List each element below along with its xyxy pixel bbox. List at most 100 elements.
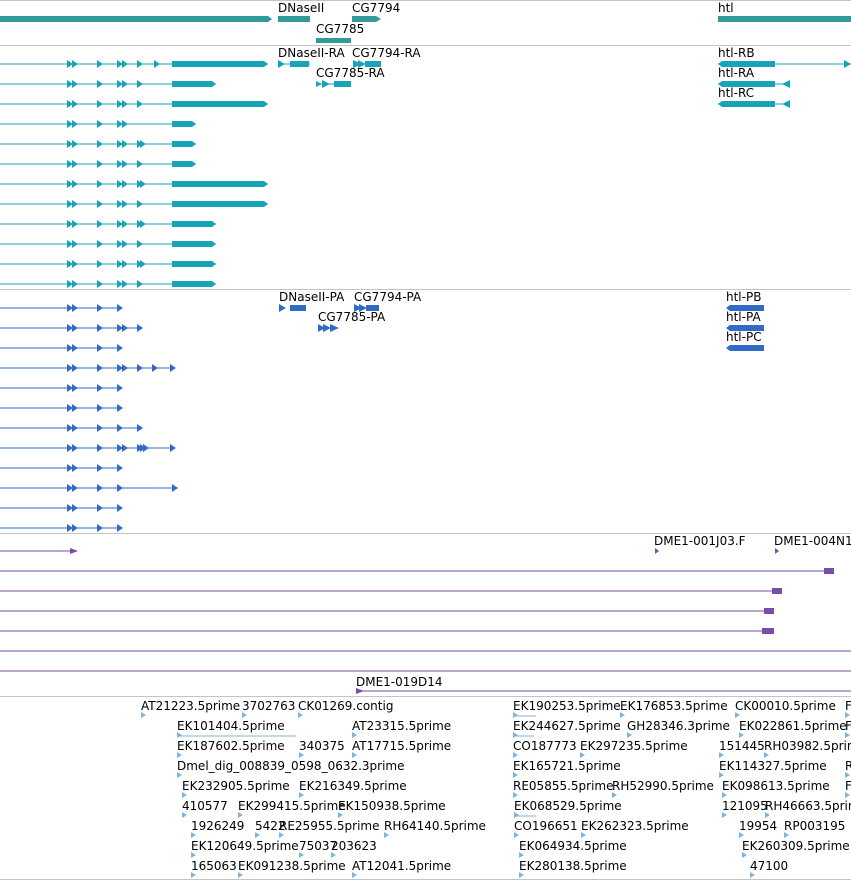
gene-feature[interactable] [0,16,272,22]
protein-feature[interactable] [0,484,178,492]
transcript-feature[interactable] [718,100,790,108]
est-label[interactable]: 75037 [299,839,337,853]
est-label[interactable]: AT23315.5prime [352,719,451,733]
est-label[interactable]: EK120649.5prime [191,839,299,853]
protein-feature[interactable] [0,304,123,312]
clone-label[interactable]: DME1-001J03.F [654,534,746,548]
clone-feature[interactable] [775,548,779,554]
clone-feature[interactable] [356,688,851,694]
est-label[interactable]: RH46663.5prime [765,799,851,813]
est-label[interactable]: CK01269.contig [298,699,393,713]
est-label[interactable]: EK022861.5prime [739,719,847,733]
est-label[interactable]: 165063 [191,859,237,873]
transcript-label[interactable]: htl-RA [718,66,755,80]
est-label[interactable]: EK187602.5prime [177,739,285,753]
transcript-feature[interactable] [0,80,216,88]
transcript-feature[interactable] [718,80,790,88]
est-label[interactable]: EK190253.5prime [513,699,621,713]
protein-feature[interactable] [279,304,306,312]
transcript-feature[interactable] [0,100,268,108]
est-label[interactable]: EK244627.5prime [513,719,621,733]
protein-feature[interactable] [0,444,176,452]
transcript-feature[interactable] [0,240,216,248]
est-label[interactable]: 5422 [255,819,286,833]
protein-feature[interactable] [726,305,764,311]
protein-label[interactable]: htl-PC [726,330,762,344]
est-label[interactable]: EK216349.5prime [299,779,407,793]
transcript-label[interactable]: DNaseII-RA [278,46,345,60]
est-label[interactable]: GH28346.3prime [627,719,730,733]
est-label[interactable]: 47100 [750,859,788,873]
protein-label[interactable]: CG7785-PA [318,310,386,324]
est-label[interactable]: RE05855.5prime [513,779,614,793]
est-label[interactable]: AT17715.5prime [352,739,451,753]
transcript-feature[interactable] [0,140,196,148]
protein-feature[interactable] [0,464,123,472]
gene-feature[interactable] [718,16,851,22]
protein-rows[interactable] [0,304,178,532]
protein-label[interactable]: CG7794-PA [354,290,422,304]
transcript-feature[interactable] [718,60,851,68]
est-label[interactable]: 1926249 [191,819,244,833]
transcript-feature[interactable] [0,280,216,288]
est-label[interactable]: EK299415.5prime [238,799,346,813]
protein-feature[interactable] [726,345,764,351]
transcript-feature[interactable] [0,120,196,128]
gene-feature[interactable] [316,38,351,43]
est-label[interactable]: AT12041.5prime [352,859,451,873]
est-label[interactable]: 121095 [722,799,768,813]
protein-feature[interactable] [0,324,143,332]
protein-feature[interactable] [354,304,379,312]
protein-feature[interactable] [726,325,764,331]
transcript-feature[interactable] [0,200,268,208]
protein-feature[interactable] [0,404,123,412]
est-label[interactable]: F [845,779,851,793]
est-label[interactable]: 19954 [739,819,777,833]
est-label[interactable]: F [845,719,851,733]
est-label[interactable]: RP003195 [784,819,845,833]
protein-label[interactable]: DNaseII-PA [279,290,345,304]
clone-feature[interactable] [0,608,774,614]
est-label[interactable]: F [845,699,851,713]
est-label[interactable]: EK068529.5prime [514,799,622,813]
est-label[interactable]: EK232905.5prime [182,779,290,793]
transcript-feature[interactable] [0,180,268,188]
est-label[interactable]: Dmel_dig_008839_0598_0632.3prime [177,759,405,773]
protein-label[interactable]: htl-PA [726,310,761,324]
transcript-rows[interactable] [0,60,268,288]
est-label[interactable]: RH64140.5prime [384,819,486,833]
gene-label[interactable]: DNaseII [278,1,324,15]
est-label[interactable]: CO196651 [514,819,578,833]
protein-label[interactable]: htl-PB [726,290,761,304]
est-label[interactable]: 410577 [182,799,228,813]
est-label[interactable]: EK165721.5prime [513,759,621,773]
est-label[interactable]: 151445 [719,739,765,753]
protein-feature[interactable] [0,364,176,372]
transcript-feature[interactable] [0,220,216,228]
transcript-label[interactable]: CG7785-RA [316,66,385,80]
gene-feature[interactable] [352,16,381,22]
est-label[interactable]: CK00010.5prime [735,699,836,713]
est-label[interactable]: EK091238.5prime [238,859,346,873]
clone-feature[interactable] [0,628,774,634]
protein-feature[interactable] [0,344,123,352]
transcript-feature[interactable] [316,80,351,88]
est-label[interactable]: 3702763 [242,699,295,713]
est-label[interactable]: CO187773 [513,739,577,753]
protein-feature[interactable] [0,504,123,512]
transcript-feature[interactable] [278,60,310,68]
clone-feature[interactable] [0,588,782,594]
est-label[interactable]: EK262323.5prime [581,819,689,833]
clone-label[interactable]: DME1-019D14 [356,675,443,689]
est-label[interactable]: RH03982.5prime [764,739,851,753]
gene-feature[interactable] [278,16,310,22]
est-label[interactable]: EK114327.5prime [719,759,827,773]
transcript-feature[interactable] [353,60,381,68]
est-label[interactable]: EK176853.5prime [620,699,728,713]
est-label[interactable]: EK297235.5prime [580,739,688,753]
gene-label[interactable]: CG7794 [352,1,400,15]
protein-feature[interactable] [0,424,143,432]
protein-feature[interactable] [318,324,339,332]
protein-feature[interactable] [0,384,123,392]
